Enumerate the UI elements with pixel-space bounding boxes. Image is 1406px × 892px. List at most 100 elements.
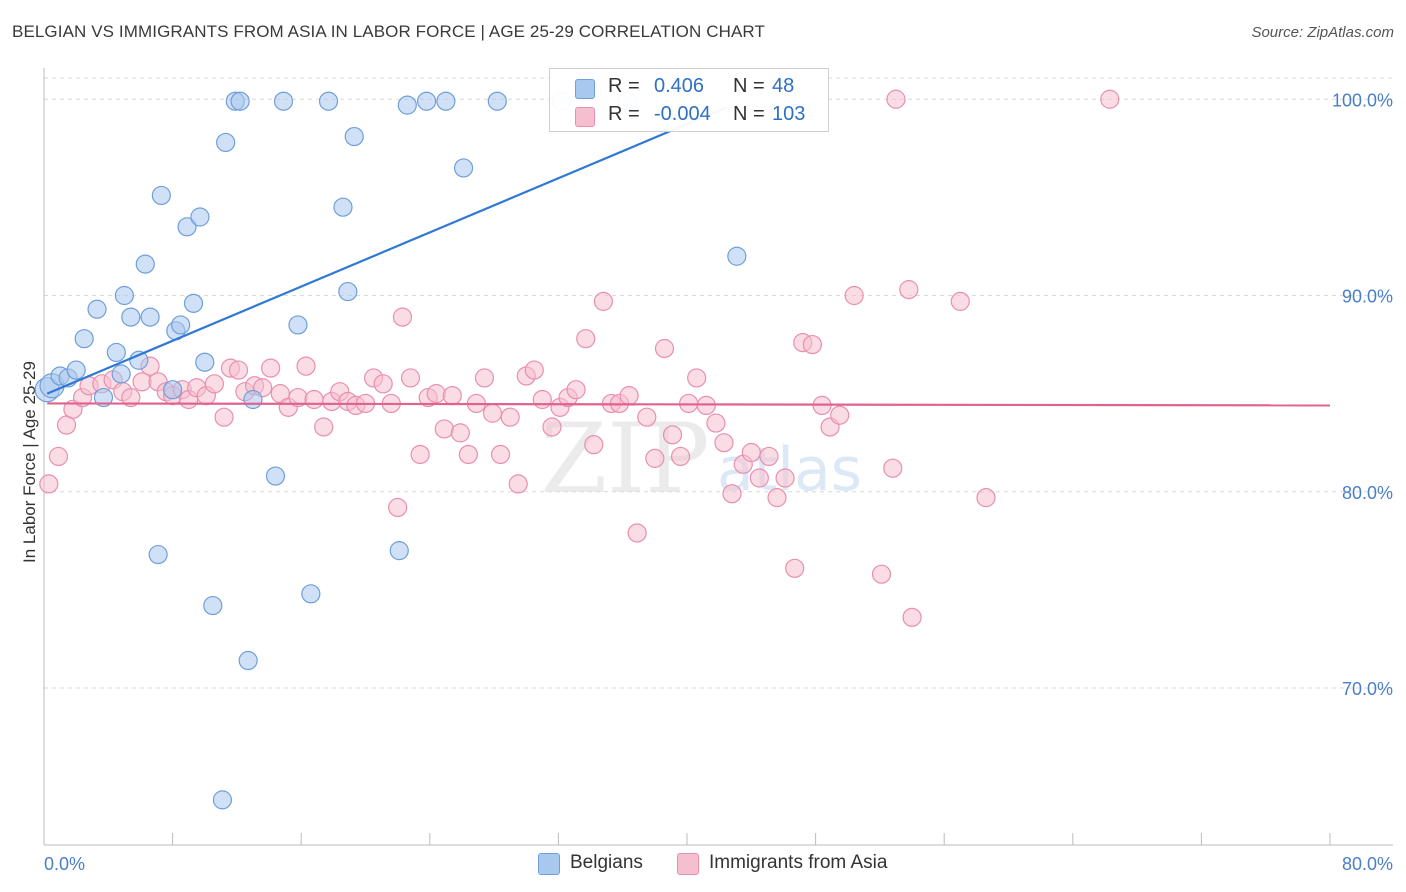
immigrant-point [654, 338, 675, 359]
immigrant-point [741, 442, 761, 463]
immigrant-point [490, 444, 511, 465]
immigrant-point [474, 368, 495, 388]
y-tick-label: 70.0% [1342, 679, 1393, 699]
immigrant-point [687, 368, 707, 388]
legend-label-immigrants: Immigrants from Asia [709, 852, 888, 873]
immigrant-point [508, 474, 528, 494]
immigrant-point [976, 488, 996, 508]
belgian-point [106, 342, 126, 363]
legend-r-label: R = [608, 75, 640, 97]
immigrant-point [532, 389, 552, 410]
immigrant-point [871, 564, 892, 584]
belgian-point [230, 91, 250, 111]
immigrant-point [902, 607, 922, 627]
immigrant-point [450, 423, 470, 443]
belgian-point [344, 126, 364, 147]
immigrant-point [392, 307, 413, 327]
belgian-point [190, 207, 210, 227]
correlation-legend: R = 0.406 N = 48 R = -0.004 N = 103 [549, 68, 829, 132]
belgian-point [151, 185, 171, 206]
belgian-point [177, 217, 197, 237]
belgian-point [203, 595, 223, 616]
immigrant-point [637, 407, 657, 427]
immigrant-point [434, 419, 454, 439]
legend-n-value: 48 [772, 75, 795, 97]
belgian-point [135, 254, 155, 274]
y-tick-label: 80.0% [1342, 483, 1393, 503]
immigrant-point [706, 413, 726, 433]
immigrant-point [373, 374, 393, 394]
source-label: Source: ZipAtlas.com [1251, 24, 1394, 41]
immigrant-point [458, 444, 478, 465]
belgian-point [397, 95, 417, 115]
immigrant-point [576, 329, 596, 349]
immigrant-point [400, 368, 421, 388]
blue-series-points [34, 91, 747, 810]
tick-labels: 70.0% 80.0% 90.0% 100.0% 0.0% 80.0% [44, 90, 1393, 874]
immigrant-point [950, 291, 970, 311]
belgian-point [183, 293, 204, 313]
belgian-point [212, 790, 233, 810]
belgian-point [195, 352, 215, 372]
belgian-point [318, 91, 339, 111]
belgian-trendline [46, 106, 728, 395]
immigrant-point [524, 360, 544, 380]
belgian-point [74, 329, 94, 349]
belgian-point [216, 132, 236, 153]
immigrant-point [584, 435, 604, 455]
immigrant-point [261, 358, 281, 378]
x-tick-label: 0.0% [44, 854, 85, 874]
belgian-point [453, 158, 474, 178]
belgian-point [243, 389, 263, 410]
immigrant-point [304, 389, 324, 410]
immigrant-point [426, 384, 446, 404]
immigrant-point [500, 407, 520, 427]
belgian-point [121, 307, 141, 327]
immigrant-point [627, 523, 647, 543]
immigrant-point [228, 360, 249, 380]
immigrant-point [619, 385, 639, 406]
belgian-point [140, 307, 160, 327]
immigrant-point [844, 285, 864, 306]
legend-swatch-pink [677, 853, 699, 875]
immigrant-point [388, 497, 408, 518]
belgian-point [389, 541, 409, 561]
immigrant-point [645, 448, 665, 468]
immigrant-point [802, 334, 822, 355]
immigrant-point [767, 488, 787, 508]
belgian-point [87, 299, 107, 319]
legend-r-value: 0.406 [654, 75, 705, 97]
belgian-point [93, 387, 114, 408]
belgian-point [114, 285, 134, 306]
immigrant-point [714, 433, 734, 453]
immigrant-point [566, 380, 586, 400]
immigrant-point [204, 374, 224, 394]
immigrant-point [785, 558, 805, 578]
legend-swatch-blue [575, 79, 595, 99]
belgian-point [66, 360, 86, 380]
immigrant-point [759, 446, 779, 467]
immigrant-point [722, 484, 742, 504]
immigrant-point [542, 417, 562, 437]
immigrant-trendline [47, 402, 1331, 407]
belgian-point [273, 91, 294, 111]
immigrant-point [883, 458, 903, 478]
legend-n-value: 103 [772, 103, 806, 125]
belgian-point [333, 197, 353, 217]
immigrant-point [593, 291, 614, 311]
immigrant-point [442, 385, 462, 406]
belgian-point [171, 315, 191, 335]
legend-r-label: R = [608, 103, 640, 125]
belgian-point [288, 315, 308, 335]
legend-label-belgians: Belgians [570, 852, 643, 873]
immigrant-point [296, 356, 316, 376]
belgian-point [301, 584, 321, 604]
trendlines [46, 106, 1331, 407]
y-tick-label: 100.0% [1332, 90, 1393, 110]
chart-title: BELGIAN VS IMMIGRANTS FROM ASIA IN LABOR… [12, 22, 765, 41]
belgian-point [111, 364, 131, 384]
watermark: ZIP atlas [540, 403, 862, 515]
axes [43, 68, 1393, 846]
legend-n-label: N = [733, 103, 765, 125]
